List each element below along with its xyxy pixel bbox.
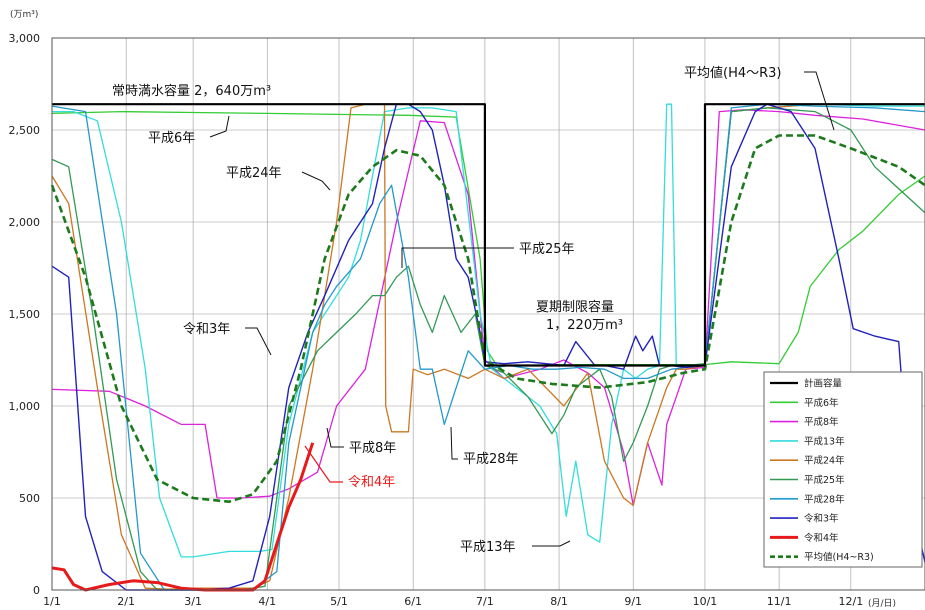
legend-label: 計画容量 <box>804 378 843 390</box>
x-tick-label: 7/1 <box>476 595 494 608</box>
legend-label: 平成8年 <box>804 416 839 428</box>
y-tick-label: 1,000 <box>9 400 41 413</box>
annotation-h6: 平成6年 <box>148 131 195 146</box>
y-tick-label: 500 <box>19 492 40 505</box>
annotation-h13: 平成13年 <box>460 540 516 555</box>
series-line-0 <box>52 103 925 367</box>
legend-label: 平成25年 <box>804 474 845 486</box>
leader-h8 <box>326 427 344 448</box>
legend-label: 平成6年 <box>804 397 839 409</box>
legend-label: 令和4年 <box>804 532 839 544</box>
x-tick-label: 6/1 <box>404 595 422 608</box>
annotation-h8: 平成8年 <box>349 441 396 456</box>
legend-label: 平成28年 <box>804 493 845 505</box>
leader-r4 <box>304 445 343 483</box>
leader-average <box>804 71 835 131</box>
x-tick-label: 5/1 <box>330 595 348 608</box>
legend-label: 平成24年 <box>804 455 845 467</box>
annotation-full-capacity: 常時満水容量 2，640万m³ <box>112 83 271 99</box>
legend-items: 計画容量平成6年平成8年平成13年平成24年平成25年平成28年令和3年令和4年… <box>770 378 874 563</box>
axis-labels: (万m³) (月/日) <box>10 10 896 609</box>
leader-h25 <box>401 247 514 268</box>
x-tick-label: 4/1 <box>258 595 276 608</box>
annotation-h25: 平成25年 <box>519 242 575 257</box>
plot-frame <box>51 37 925 591</box>
annotation-h28: 平成28年 <box>463 452 519 467</box>
annotation-summer-limit-value: 1，220万m³ <box>546 318 623 333</box>
legend-box <box>763 371 923 568</box>
legend-label: 平成13年 <box>804 435 845 447</box>
y-tick-label: 2,000 <box>9 216 41 229</box>
annotations: 常時満水容量 2，640万m³ 平成6年 平成24年 平成25年 令和3年 平成… <box>112 65 835 555</box>
leader-h28 <box>450 426 458 460</box>
annotation-r4: 令和4年 <box>348 475 395 490</box>
annotation-h24: 平成24年 <box>226 166 282 181</box>
leader-r3 <box>245 327 272 356</box>
leader-h13 <box>532 540 571 547</box>
leader-h6 <box>209 115 230 138</box>
legend-label: 令和3年 <box>804 513 839 525</box>
legend-label: 平均値(H4~R3) <box>804 551 874 563</box>
y-tick-label: 0 <box>33 584 40 597</box>
x-tick-label: 2/1 <box>117 595 135 608</box>
x-tick-label: 10/1 <box>693 595 718 608</box>
legend: 計画容量平成6年平成8年平成13年平成24年平成25年平成28年令和3年令和4年… <box>763 371 923 568</box>
series-line-9 <box>50 134 925 503</box>
series-line-8 <box>51 442 315 592</box>
x-tick-label: 9/1 <box>624 595 642 608</box>
x-tick-label: 8/1 <box>550 595 568 608</box>
annotation-average: 平均値(H4～R3) <box>684 65 782 81</box>
y-unit-label: (万m³) <box>10 10 38 20</box>
y-tick-label: 2,500 <box>9 124 41 137</box>
annotation-r3: 令和3年 <box>183 322 230 337</box>
x-tick-label: 12/1 <box>839 595 864 608</box>
y-tick-label: 1,500 <box>9 308 41 321</box>
x-tick-label: 3/1 <box>184 595 202 608</box>
x-tick-label: 1/1 <box>43 595 61 608</box>
x-unit-label: (月/日) <box>868 598 896 609</box>
annotation-summer-limit: 夏期制限容量 <box>536 299 614 315</box>
x-tick-label: 11/1 <box>767 595 792 608</box>
leader-h24 <box>301 171 331 191</box>
y-tick-label: 3,000 <box>9 32 41 45</box>
